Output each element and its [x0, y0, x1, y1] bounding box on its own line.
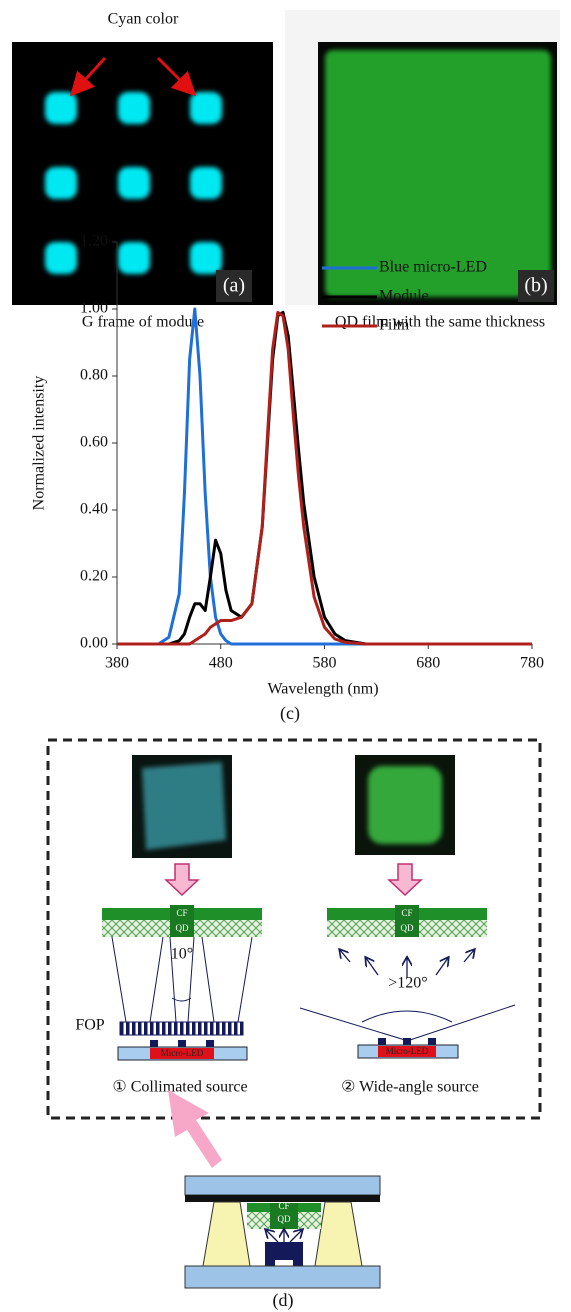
panel-a: Cyan color (a) G frame of module [12, 11, 273, 331]
y-tick-label: 0.80 [80, 367, 108, 384]
caption: ① Collimated source [112, 1079, 247, 1096]
x-tick-label: 780 [520, 655, 544, 672]
angle-label: >120° [388, 975, 427, 992]
annotation: Cyan color [108, 11, 179, 28]
fop [120, 1022, 243, 1035]
chart: Wavelength (nm) Normalized intensity (c)… [31, 233, 544, 724]
caption: ② Wide-angle source [341, 1079, 479, 1096]
electrode [293, 1260, 303, 1266]
big-arrow [168, 1090, 222, 1168]
cf-label: CF [278, 1201, 289, 1211]
arrow [389, 864, 421, 895]
legend-label: Blue micro-LED [379, 259, 487, 276]
panel-d: CF QD 10° FOP Micro-LED ① Collimated sou… [48, 740, 540, 1311]
y-tick-label: 0.00 [80, 635, 108, 652]
y-tick-label: 0.60 [80, 434, 108, 451]
legend-label: Film [379, 317, 410, 334]
panel-b: (b) QD film with the same thickness [285, 10, 560, 331]
cf-label: CF [401, 908, 412, 918]
spacer [315, 1202, 362, 1266]
panel-label: (b) [524, 275, 547, 297]
arrow [166, 864, 198, 895]
figure: Cyan color (a) G frame of module (b) QD … [0, 0, 571, 1312]
x-tick-label: 480 [209, 655, 233, 672]
pixels [45, 92, 222, 274]
bottom-glass [185, 1266, 380, 1288]
y-tick-label: 1.20 [80, 233, 108, 250]
x-tick-label: 380 [105, 655, 129, 672]
cf-label: CF [176, 908, 187, 918]
legend-label: Module [379, 288, 429, 305]
fop-label: FOP [75, 1017, 104, 1034]
spacer [203, 1202, 250, 1266]
electrode [265, 1260, 275, 1266]
angle-label: 10° [171, 946, 193, 963]
panel-label: (d) [273, 1290, 294, 1311]
caption: QD film with the same thickness [335, 314, 545, 331]
top-glass [185, 1176, 380, 1195]
y-tick-label: 0.20 [80, 568, 108, 585]
series-line [117, 309, 532, 644]
led-label: Micro-LED [161, 1048, 204, 1058]
emission-cone [300, 1005, 515, 1040]
y-tick-label: 0.40 [80, 501, 108, 518]
micro-led [265, 1242, 303, 1260]
qd-label: QD [278, 1214, 291, 1224]
panel-label: (a) [223, 275, 245, 297]
y-tick-label: 1.00 [80, 300, 108, 317]
led-label: Micro-LED [386, 1046, 429, 1056]
emission-arrows [266, 1230, 302, 1242]
qd-label: QD [401, 923, 414, 933]
x-tick-label: 580 [313, 655, 337, 672]
photo-spot [368, 766, 442, 844]
y-axis-title: Normalized intensity [31, 376, 48, 511]
photo-spot [142, 762, 226, 850]
x-tick-label: 680 [416, 655, 440, 672]
x-axis-title: Wavelength (nm) [267, 681, 378, 698]
qd-label: QD [176, 923, 189, 933]
panel-label: (c) [280, 703, 300, 724]
